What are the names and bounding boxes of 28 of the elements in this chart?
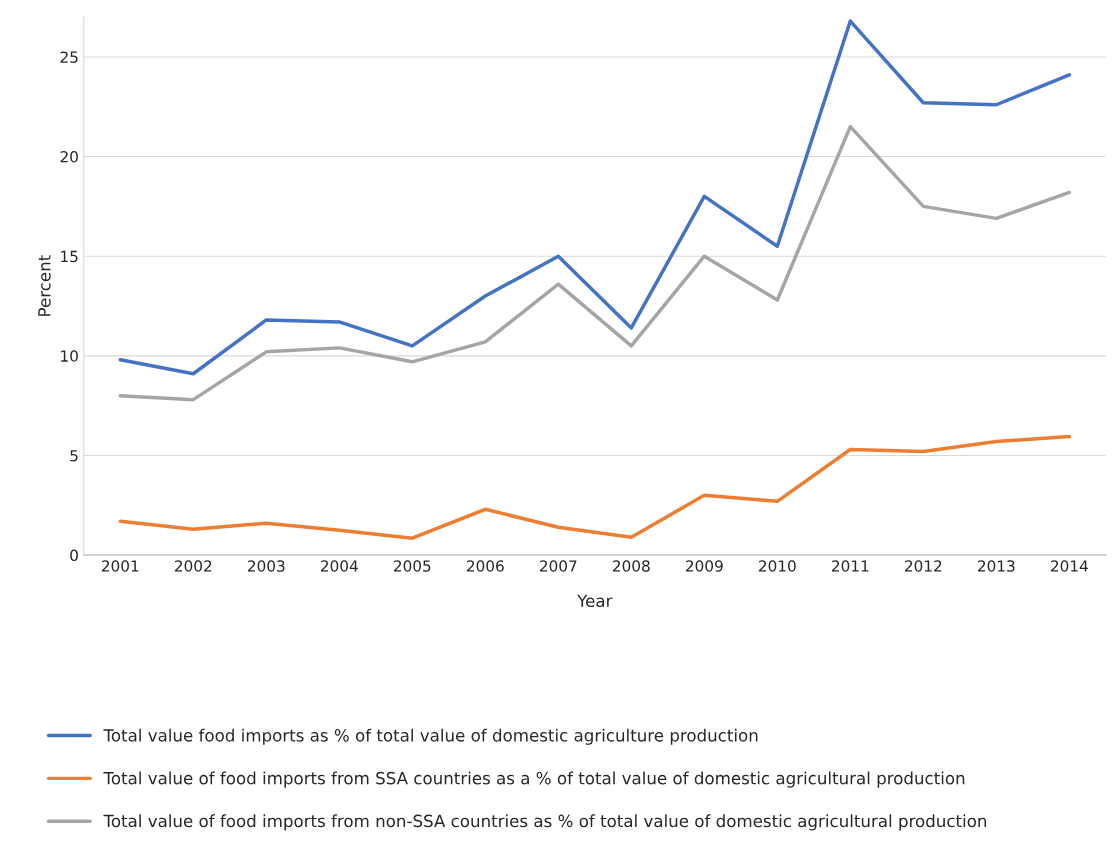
legend-label: Total value of food imports from SSA countries as a % of total value of domestic agricultural production [103, 771, 965, 788]
line-series [118, 19, 1072, 376]
legend-label: Total value of food imports from non-SSA countries as % of total value of domestic agricultural production [103, 814, 987, 831]
x-tick-label: 2005 [393, 560, 431, 572]
y-tick-label: 0 [70, 549, 78, 562]
x-tick-label: 2013 [978, 560, 1015, 572]
x-tick-label: 2010 [758, 560, 796, 572]
y-tick-label: 10 [61, 350, 78, 362]
x-tick-label: 2007 [539, 560, 577, 572]
x-tick-label: 2002 [174, 560, 212, 572]
line-series [118, 124, 1072, 402]
x-tick-label: 2003 [247, 560, 285, 572]
x-tick-label: 2001 [101, 560, 139, 572]
y-tick-label: 25 [60, 51, 78, 63]
y-tick-label: 15 [61, 250, 78, 263]
legend-label: Total value food imports as % of total value of domestic agriculture production [103, 728, 758, 745]
x-tick-label: 2011 [831, 560, 869, 572]
y-tick-label: 5 [70, 450, 78, 462]
y-axis-title: Percent [38, 255, 51, 316]
x-axis-title: Year [577, 594, 613, 608]
x-tick-label: 2014 [1051, 560, 1088, 572]
x-tick-label: 2012 [905, 560, 942, 572]
x-tick-label: 2008 [612, 560, 650, 572]
y-tick-label: 20 [60, 151, 78, 163]
x-tick-label: 2004 [320, 560, 358, 572]
line-series [118, 434, 1072, 540]
x-tick-label: 2009 [685, 560, 723, 572]
x-tick-label: 2006 [466, 560, 504, 572]
